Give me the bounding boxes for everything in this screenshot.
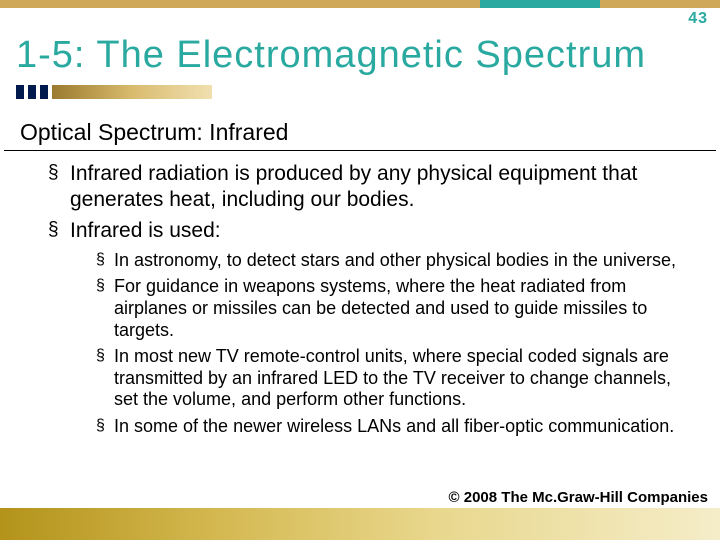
top-accent-strip xyxy=(0,0,720,8)
page-number: 43 xyxy=(688,10,708,28)
list-item: In astronomy, to detect stars and other … xyxy=(100,250,696,272)
accent-gradient-bar xyxy=(52,85,212,99)
list-item: For guidance in weapons systems, where t… xyxy=(100,276,696,341)
top-teal-block xyxy=(480,0,600,8)
bullet-list-level-2: In astronomy, to detect stars and other … xyxy=(70,250,696,438)
slide-body: Infrared radiation is produced by any ph… xyxy=(0,161,720,438)
list-item-label: Infrared is used: xyxy=(70,219,221,242)
accent-dark-square-2 xyxy=(28,85,36,99)
slide-subtitle: Optical Spectrum: Infrared xyxy=(4,113,716,151)
copyright-text: © 2008 The Mc.Graw-Hill Companies xyxy=(449,489,708,506)
accent-dark-square-3 xyxy=(40,85,48,99)
bottom-accent-strip xyxy=(0,508,720,540)
list-item: Infrared radiation is produced by any ph… xyxy=(54,161,696,212)
list-item: In some of the newer wireless LANs and a… xyxy=(100,416,696,438)
list-item: In most new TV remote-control units, whe… xyxy=(100,346,696,411)
accent-dark-square-1 xyxy=(16,85,24,99)
slide-title: 1-5: The Electromagnetic Spectrum xyxy=(0,8,720,85)
list-item: Infrared is used: In astronomy, to detec… xyxy=(54,218,696,437)
title-accent-bars xyxy=(0,85,720,99)
bullet-list-level-1: Infrared radiation is produced by any ph… xyxy=(24,161,696,438)
